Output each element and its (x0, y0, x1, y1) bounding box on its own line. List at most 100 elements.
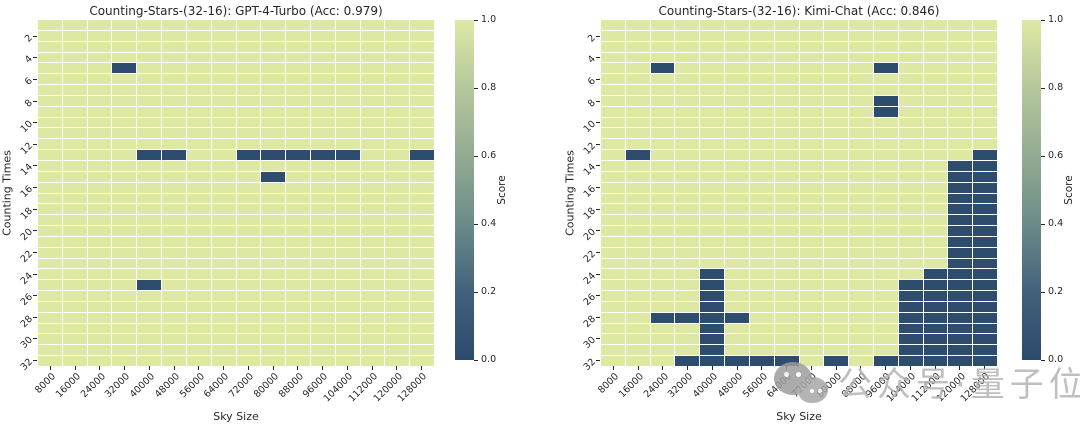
heatmap-cell (725, 236, 749, 247)
y-tick-mark (33, 316, 37, 318)
heatmap-cell (625, 258, 650, 269)
heatmap-cell (948, 160, 973, 171)
heatmap-cell (650, 312, 675, 323)
heatmap-cell (650, 226, 675, 236)
heatmap-cell (310, 52, 335, 63)
heatmap-cell (725, 128, 749, 139)
heatmap-cell (601, 204, 625, 215)
y-tick-label: 4 (585, 53, 598, 67)
y-tick-mark (596, 78, 600, 80)
heatmap-cell (973, 41, 997, 52)
heatmap-cell (162, 269, 186, 280)
heatmap-cell (87, 291, 112, 301)
x-tick-label: 48000 (715, 371, 745, 401)
heatmap-cell (799, 52, 824, 63)
heatmap-cell (948, 182, 973, 193)
heatmap-cell (625, 171, 650, 182)
x-tick-mark (148, 366, 150, 370)
heatmap-cell (873, 215, 898, 226)
heatmap-cell (162, 30, 186, 41)
heatmap-cell (824, 52, 849, 63)
heatmap-cell (137, 356, 162, 366)
y-tick-mark (596, 100, 600, 102)
heatmap-cell (335, 301, 360, 312)
heatmap-cell (898, 85, 923, 95)
heatmap-cell (849, 301, 873, 312)
heatmap-cell (824, 106, 849, 117)
heatmap-cell (87, 128, 112, 139)
x-tick-mark (984, 366, 986, 370)
heatmap-cell (87, 280, 112, 291)
heatmap-cell (261, 106, 286, 117)
x-tick-mark (421, 366, 423, 370)
heatmap-cell (973, 345, 997, 356)
heatmap-cell (38, 356, 62, 366)
heatmap-cell (973, 30, 997, 41)
heatmap-cell (650, 160, 675, 171)
heatmap-cell (898, 160, 923, 171)
heatmap-cell (824, 215, 849, 226)
heatmap-cell (310, 85, 335, 95)
heatmap-cell (725, 106, 749, 117)
heatmap-cell (675, 63, 700, 74)
heatmap-cell (923, 139, 948, 150)
heatmap-cell (824, 95, 849, 106)
heatmap-cell (675, 247, 700, 258)
heatmap-cell (211, 193, 236, 204)
heatmap-cell (625, 280, 650, 291)
heatmap-cell (873, 312, 898, 323)
heatmap-cell (62, 236, 87, 247)
heatmap-cell (261, 160, 286, 171)
heatmap-cell (948, 291, 973, 301)
heatmap-cell (211, 301, 236, 312)
heatmap-cell (923, 182, 948, 193)
heatmap-cell (849, 269, 873, 280)
colorbar-tick-mark (474, 155, 478, 157)
heatmap-cell (849, 128, 873, 139)
heatmap-cell (62, 312, 87, 323)
heatmap-cell (973, 356, 997, 366)
heatmap-cell (700, 128, 725, 139)
heatmap-cell (923, 280, 948, 291)
x-tick-mark (124, 366, 126, 370)
x-tick-mark (198, 366, 200, 370)
heatmap-cell (749, 182, 774, 193)
heatmap-cell (923, 106, 948, 117)
heatmap-cell (112, 171, 137, 182)
colorbar-title: Score (496, 175, 508, 205)
heatmap-cell (700, 52, 725, 63)
heatmap-cell (62, 334, 87, 345)
heatmap-cell (650, 236, 675, 247)
heatmap-cell (410, 160, 434, 171)
heatmap-cell (385, 247, 410, 258)
heatmap-cell (923, 63, 948, 74)
heatmap-cell (112, 20, 137, 30)
heatmap-cell (625, 30, 650, 41)
x-tick-mark (371, 366, 373, 370)
heatmap-cell (360, 182, 385, 193)
x-tick-label: 32000 (103, 371, 133, 401)
heatmap-cell (186, 301, 211, 312)
heatmap-cell (385, 280, 410, 291)
y-tick-mark (596, 187, 600, 189)
heatmap-cell (725, 74, 749, 85)
heatmap-cell (360, 85, 385, 95)
heatmap-cell (849, 280, 873, 291)
heatmap-cell (236, 160, 261, 171)
heatmap-cell (335, 247, 360, 258)
heatmap-cell (774, 356, 799, 366)
heatmap-cell (625, 345, 650, 356)
heatmap-cell (137, 20, 162, 30)
heatmap-cell (873, 301, 898, 312)
heatmap-cell (725, 171, 749, 182)
heatmap-cell (625, 74, 650, 85)
y-tick-label: 6 (22, 75, 35, 88)
heatmap-cell (211, 171, 236, 182)
colorbar-tick-label: 0.2 (481, 286, 497, 297)
heatmap-cell (410, 52, 434, 63)
x-tick-label: 40000 (690, 371, 721, 401)
heatmap-cell (675, 95, 700, 106)
heatmap-cell (898, 117, 923, 128)
y-tick-mark (33, 100, 37, 102)
heatmap-cell (261, 30, 286, 41)
